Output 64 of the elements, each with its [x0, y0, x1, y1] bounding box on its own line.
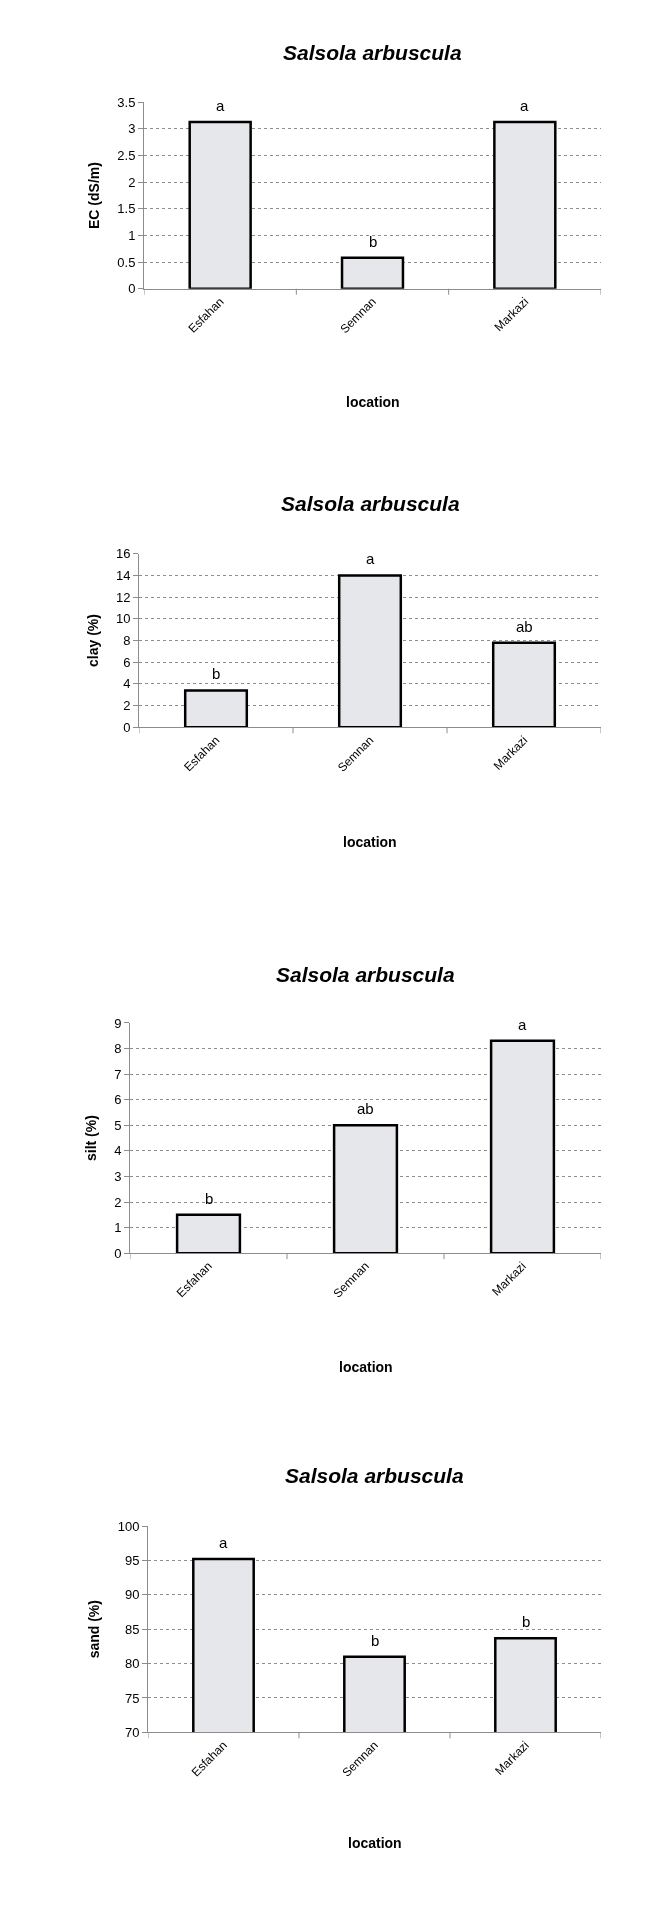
y-tick-label: 8 [123, 633, 131, 649]
y-tick-label: 90 [124, 1587, 140, 1603]
y-tick-label: 12 [115, 589, 131, 605]
x-axis-title: location [339, 1359, 393, 1375]
bar [175, 1213, 242, 1254]
y-tick-label: 9 [114, 1015, 122, 1031]
y-tick-label: 95 [124, 1552, 140, 1568]
y-axis-title: sand (%) [86, 1600, 103, 1659]
x-axis-title: location [343, 834, 397, 850]
y-tick-label: 2.5 [117, 148, 136, 164]
annotation: a [219, 1534, 228, 1551]
y-tick-label: 0.5 [117, 254, 136, 270]
chart-title: Salsola arbuscula [276, 963, 455, 986]
y-tick-label: 3.5 [117, 94, 136, 110]
annotation: a [520, 97, 529, 114]
y-tick-label: 2 [114, 1194, 122, 1210]
annotation: b [371, 1632, 380, 1649]
y-tick-label: 0 [114, 1245, 122, 1261]
chart-title: Salsola arbuscula [281, 492, 460, 515]
chart-title: Salsola arbuscula [285, 1464, 464, 1487]
x-axis-title: location [346, 394, 400, 410]
y-tick-label: 7 [114, 1066, 122, 1082]
annotation: a [518, 1016, 527, 1033]
annotation: b [522, 1613, 531, 1630]
y-tick-label: 2 [128, 174, 136, 190]
y-tick-label: 80 [124, 1656, 140, 1672]
y-tick-label: 1.5 [117, 201, 136, 217]
annotation: b [212, 665, 221, 682]
y-tick-label: 0 [123, 719, 131, 735]
bar [332, 1124, 399, 1254]
x-axis-title: location [348, 1835, 402, 1851]
y-tick-label: 1 [114, 1220, 122, 1236]
annotation: a [216, 97, 225, 114]
y-tick-label: 14 [115, 567, 131, 583]
y-tick-label: 3 [128, 121, 136, 137]
annotation: ab [516, 618, 533, 635]
y-tick-label: 0 [128, 281, 136, 297]
y-tick-label: 6 [123, 654, 131, 670]
bar [183, 689, 249, 728]
y-tick-label: 8 [114, 1041, 122, 1057]
y-axis-title: clay (%) [84, 614, 101, 667]
chart-title: Salsola arbuscula [283, 41, 462, 64]
annotation: b [369, 233, 378, 250]
y-tick-label: 16 [115, 546, 131, 562]
y-tick-label: 1 [128, 228, 136, 244]
bar [491, 641, 557, 728]
y-axis-title: EC (dS/m) [85, 162, 102, 229]
y-tick-label: 4 [123, 676, 131, 692]
y-tick-label: 75 [124, 1690, 140, 1706]
y-tick-label: 10 [115, 611, 131, 627]
y-tick-label: 6 [114, 1092, 122, 1108]
y-tick-label: 70 [124, 1724, 140, 1740]
y-tick-label: 3 [114, 1168, 122, 1184]
y-tick-label: 85 [124, 1621, 140, 1637]
annotation: b [205, 1190, 214, 1207]
annotation: a [366, 550, 375, 567]
bar [337, 574, 403, 728]
bar [489, 1039, 556, 1254]
annotation: ab [357, 1100, 374, 1117]
y-tick-label: 4 [114, 1143, 122, 1159]
y-axis-title: silt (%) [82, 1115, 99, 1162]
y-tick-label: 2 [123, 698, 131, 714]
y-tick-label: 100 [117, 1518, 140, 1534]
y-tick-label: 5 [114, 1117, 122, 1133]
